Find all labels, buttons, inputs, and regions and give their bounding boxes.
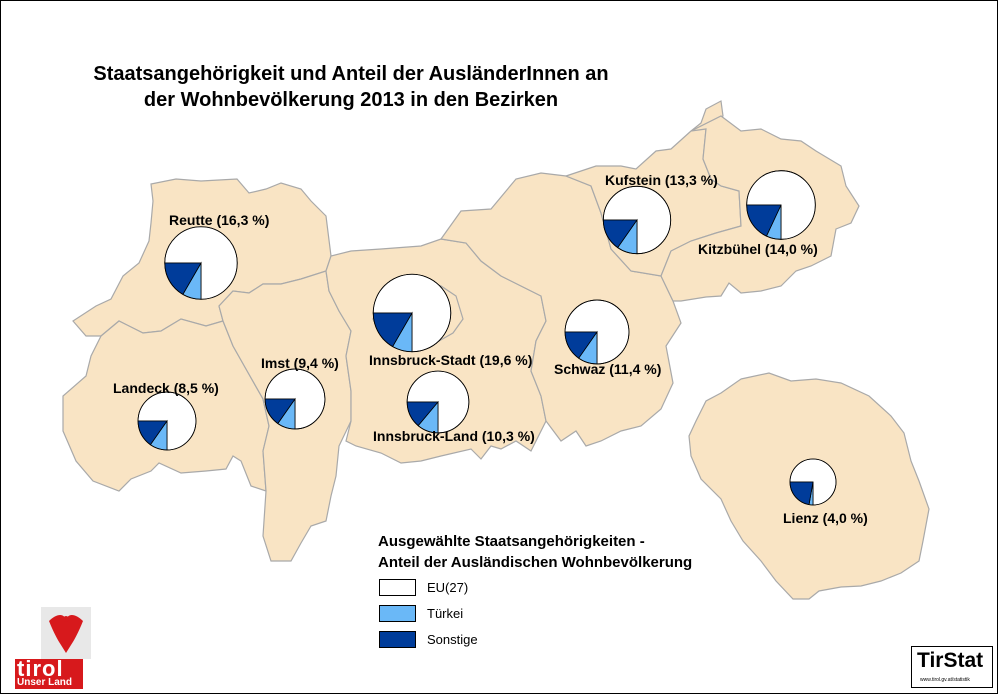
map-title-line-2: der Wohnbevölkerung 2013 in den Bezirken [143, 89, 559, 111]
pie-innsbruck-land [406, 370, 470, 434]
tirstat-logo-url: www.tirol.gv.at/statistik [920, 677, 970, 683]
legend-swatch-sonstige [379, 631, 416, 648]
map-title-line-1: Staatsangehörigkeit und Anteil der Auslä… [93, 63, 609, 85]
pie-charts [137, 170, 837, 506]
pie-schwaz [564, 299, 630, 365]
district-labels: Reutte (16,3 %) Landeck (8,5 %) Imst (9,… [113, 172, 868, 526]
legend-title-line-2: Anteil der Ausländischen Wohnbevölkerung [378, 554, 693, 571]
legend-label-sonstige: Sonstige [427, 632, 478, 647]
label-kitzbuehel: Kitzbühel (14,0 %) [698, 241, 818, 257]
tirol-logo-box [15, 659, 83, 689]
label-kufstein: Kufstein (13,3 %) [605, 172, 718, 188]
label-schwaz: Schwaz (11,4 %) [554, 361, 661, 377]
map-title: Staatsangehörigkeit und Anteil der Auslä… [61, 61, 641, 113]
label-innsbruck-land: Innsbruck-Land (10,3 %) [373, 428, 535, 444]
tirol-logo-text: tirol [17, 656, 64, 681]
pie-outline-reutte [164, 226, 238, 300]
legend-label-eu: EU(27) [427, 580, 469, 595]
pie-outline-lienz [789, 458, 837, 506]
pie-landeck [137, 391, 197, 451]
pie-lienz [789, 458, 837, 506]
pie-outline-imst [264, 368, 326, 430]
tirstat-logo-text: TirStat [917, 649, 984, 672]
pie-imst [264, 368, 326, 430]
pie-kitzbuehel [746, 170, 816, 240]
legend-swatch-eu [379, 579, 416, 596]
tirol-logo: tirol Unser Land [13, 605, 97, 691]
pie-outline-schwaz [564, 299, 630, 365]
label-reutte: Reutte (16,3 %) [169, 212, 269, 228]
label-landeck: Landeck (8,5 %) [113, 380, 219, 396]
pie-outline-innsbruck-stadt [372, 273, 452, 353]
tirstat-logo: TirStat www.tirol.gv.at/statistik [911, 646, 993, 688]
legend-label-tuerkei: Türkei [427, 606, 464, 621]
legend-title-line-1: Ausgewählte Staatsangehörigkeiten - [378, 533, 645, 550]
pie-reutte [164, 226, 238, 300]
legend-swatch-tuerkei [379, 605, 416, 622]
pie-outline-innsbruck-land [406, 370, 470, 434]
label-innsbruck-stadt: Innsbruck-Stadt (19,6 %) [369, 352, 532, 368]
pie-outline-kitzbuehel [746, 170, 816, 240]
label-lienz: Lienz (4,0 %) [783, 510, 868, 526]
pie-kufstein [602, 185, 672, 255]
pie-outline-landeck [137, 391, 197, 451]
pie-innsbruck-stadt [372, 273, 452, 353]
pie-outline-kufstein [602, 185, 672, 255]
tirol-logo-subtext: Unser Land [17, 677, 73, 688]
tirol-eagle-icon [41, 607, 91, 659]
legend-title: Ausgewählte Staatsangehörigkeiten - Ante… [378, 531, 692, 573]
label-imst: Imst (9,4 %) [261, 355, 339, 371]
